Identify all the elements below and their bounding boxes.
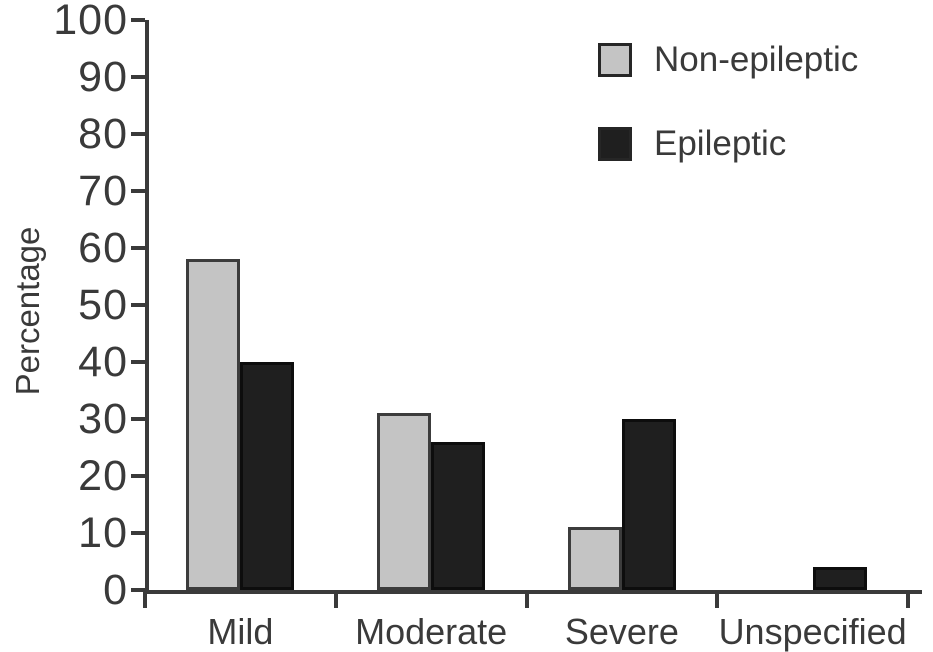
bar-non-epileptic — [567, 527, 622, 590]
x-axis-line — [143, 590, 922, 594]
bar-non-epileptic — [186, 259, 241, 590]
y-tick-mark — [131, 531, 145, 535]
x-category-label: Moderate — [355, 611, 508, 652]
y-tick-mark — [131, 189, 145, 193]
x-tick-mark — [906, 594, 910, 608]
y-tick-label: 0 — [103, 566, 128, 614]
y-tick-label: 60 — [78, 224, 128, 272]
y-axis-line — [145, 20, 149, 594]
y-tick-mark — [131, 303, 145, 307]
x-category-label: Unspecified — [718, 611, 907, 652]
y-tick-mark — [131, 417, 145, 421]
legend: Non-epileptic Epileptic — [598, 40, 858, 208]
y-tick-mark — [131, 75, 145, 79]
y-tick-label: 50 — [78, 281, 128, 329]
y-tick-label: 80 — [78, 110, 128, 158]
y-tick-label: 30 — [78, 395, 128, 443]
y-tick-mark — [131, 18, 145, 22]
y-tick-mark — [131, 246, 145, 250]
legend-label: Non-epileptic — [654, 40, 859, 79]
y-tick-mark — [131, 132, 145, 136]
bar-non-epileptic — [377, 413, 432, 590]
bar-epileptic — [431, 441, 486, 590]
y-tick-label: 40 — [78, 338, 128, 386]
x-category-label: Severe — [564, 611, 679, 652]
x-tick-mark — [143, 594, 147, 608]
legend-entry-epileptic: Epileptic — [598, 124, 858, 164]
legend-swatch-epileptic — [598, 127, 632, 161]
x-tick-mark — [715, 594, 720, 608]
bar-epileptic — [240, 362, 295, 590]
y-tick-mark — [131, 360, 145, 364]
y-tick-mark — [131, 588, 145, 592]
y-tick-label: 20 — [78, 452, 128, 500]
x-category-label: Mild — [207, 611, 274, 652]
legend-entry-non-epileptic: Non-epileptic — [598, 40, 858, 80]
y-tick-label: 70 — [78, 167, 128, 215]
y-tick-label: 90 — [78, 53, 128, 101]
y-tick-mark — [131, 474, 145, 478]
y-tick-label: 100 — [53, 0, 128, 44]
legend-swatch-non-epileptic — [598, 43, 632, 77]
x-tick-mark — [333, 594, 338, 608]
bar-epileptic — [621, 419, 676, 590]
y-tick-label: 10 — [78, 509, 128, 557]
x-tick-mark — [524, 594, 529, 608]
bar-epileptic — [812, 567, 867, 590]
legend-label: Epileptic — [654, 124, 787, 163]
